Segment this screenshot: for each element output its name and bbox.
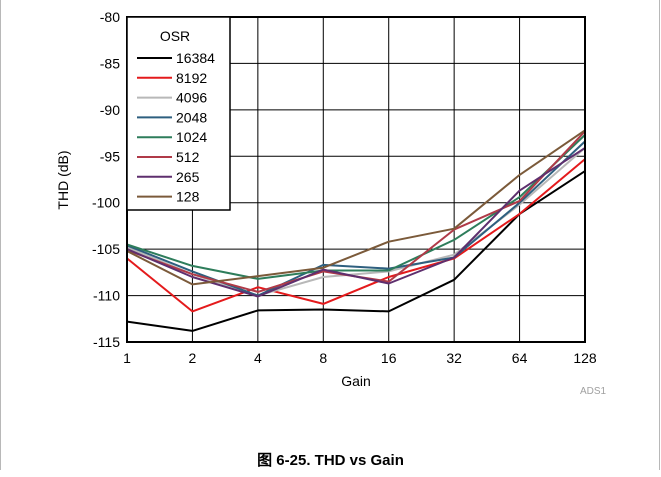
y-tick-label: -95	[100, 148, 120, 164]
legend-label: 265	[176, 169, 200, 185]
legend-label: 1024	[176, 129, 207, 145]
y-tick-labels: -80 -85 -90 -95 -100 -105 -110 -115	[92, 9, 120, 350]
y-tick-label: -105	[92, 241, 120, 257]
x-tick-label: 128	[573, 350, 597, 366]
legend-label: 16384	[176, 50, 215, 66]
series-line-osr-1024	[126, 134, 586, 280]
y-tick-label: -80	[100, 9, 120, 25]
doc-watermark: ADS1	[580, 386, 607, 397]
legend: OSR 16384 8192 4096 2048 1024 512 265 128	[126, 16, 231, 211]
y-tick-label: -115	[93, 334, 120, 350]
x-tick-label: 1	[123, 350, 131, 366]
legend-box	[126, 16, 231, 211]
y-tick-label: -110	[93, 288, 120, 304]
legend-label: 8192	[176, 70, 207, 86]
legend-label: 512	[176, 149, 200, 165]
x-tick-label: 32	[446, 350, 462, 366]
y-tick-label: -85	[100, 55, 120, 71]
series-line-osr-8192	[126, 158, 586, 313]
x-tick-label: 2	[189, 350, 197, 366]
thd-vs-gain-chart: 1 2 4 8 16 32 64 128 -80 -85 -90 -95 -100 -105 -110 -1…	[55, 9, 607, 397]
x-tick-label: 4	[254, 350, 262, 366]
page-frame-left	[0, 0, 1, 470]
series-line-osr-16384	[126, 170, 586, 332]
figure-caption: 图 6-25. THD vs Gain	[257, 452, 404, 469]
y-axis-title: THD (dB)	[55, 150, 71, 209]
legend-label: 2048	[176, 109, 207, 125]
series-line-osr-128	[126, 129, 586, 286]
y-tick-label: -90	[100, 102, 120, 118]
y-tick-label: -100	[92, 195, 120, 211]
series-line-osr-265	[126, 147, 586, 298]
x-tick-label: 8	[319, 350, 327, 366]
legend-label: 128	[176, 189, 200, 205]
x-tick-label: 16	[381, 350, 397, 366]
page-frame-right	[659, 0, 660, 470]
legend-label: 4096	[176, 90, 207, 106]
x-tick-labels: 1 2 4 8 16 32 64 128	[123, 350, 597, 366]
series-lines	[126, 129, 586, 332]
legend-title: OSR	[160, 28, 190, 44]
series-line-osr-2048	[126, 140, 586, 297]
x-axis-title: Gain	[341, 373, 371, 389]
x-tick-label: 64	[512, 350, 528, 366]
